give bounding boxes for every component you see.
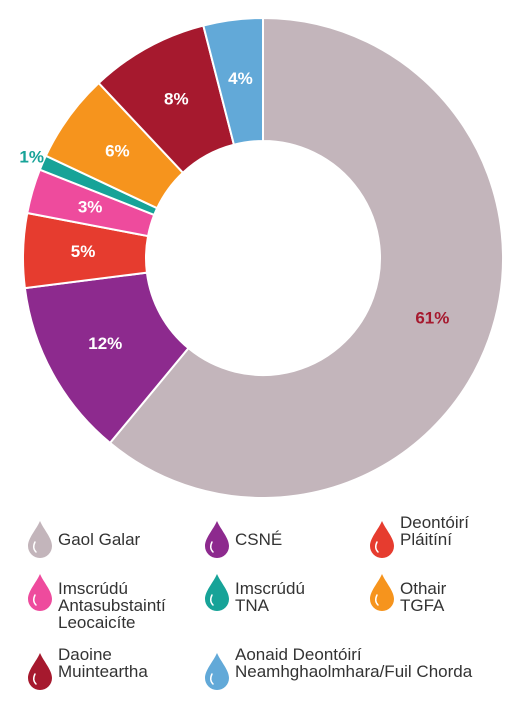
legend-swatch: [370, 574, 394, 611]
legend-label: CSNÉ: [235, 530, 283, 549]
slice: [202, 16, 264, 146]
legend-swatch-shine: [209, 673, 214, 685]
slice-label: 12%: [88, 334, 122, 353]
legend-swatch: [205, 574, 229, 611]
slice-label: 4%: [228, 69, 253, 88]
legend-swatch-shine: [32, 541, 37, 553]
legend-label: Aonaid Deontóirí Neamhghaolmhara/Fuil Ch…: [235, 645, 473, 681]
legend-label: Gaol Galar: [58, 530, 141, 549]
legend-swatch-shine: [209, 594, 214, 606]
slice-label: 1%: [19, 147, 44, 166]
legend-label: Deontóirí Pláitíní: [400, 513, 469, 549]
legend-swatch: [28, 574, 52, 611]
legend-swatch: [28, 653, 52, 690]
legend-swatch-shine: [32, 673, 37, 685]
legend-label: Imscrúdú TNA: [235, 579, 305, 615]
legend-swatch-shine: [374, 541, 379, 553]
slice: [23, 271, 190, 445]
legend-swatch-shine: [32, 594, 37, 606]
legend-label: Daoine Muinteartha: [58, 645, 148, 681]
slice-label: 3%: [78, 197, 103, 216]
slice-label: 6%: [105, 142, 130, 161]
legend-swatch-shine: [374, 594, 379, 606]
slice-label: 8%: [164, 90, 189, 109]
legend-swatch: [205, 521, 229, 558]
legend-label: Othair TGFA: [400, 579, 447, 615]
slice-label: 61%: [415, 308, 449, 327]
legend-swatch: [205, 653, 229, 690]
legend-label: Imscrúdú Antasubstaintí Leocaicíte: [58, 579, 166, 632]
legend-swatch: [28, 521, 52, 558]
legend-swatch: [370, 521, 394, 558]
legend-swatch-shine: [209, 541, 214, 553]
slice-label: 5%: [71, 242, 96, 261]
slice: [108, 16, 504, 499]
